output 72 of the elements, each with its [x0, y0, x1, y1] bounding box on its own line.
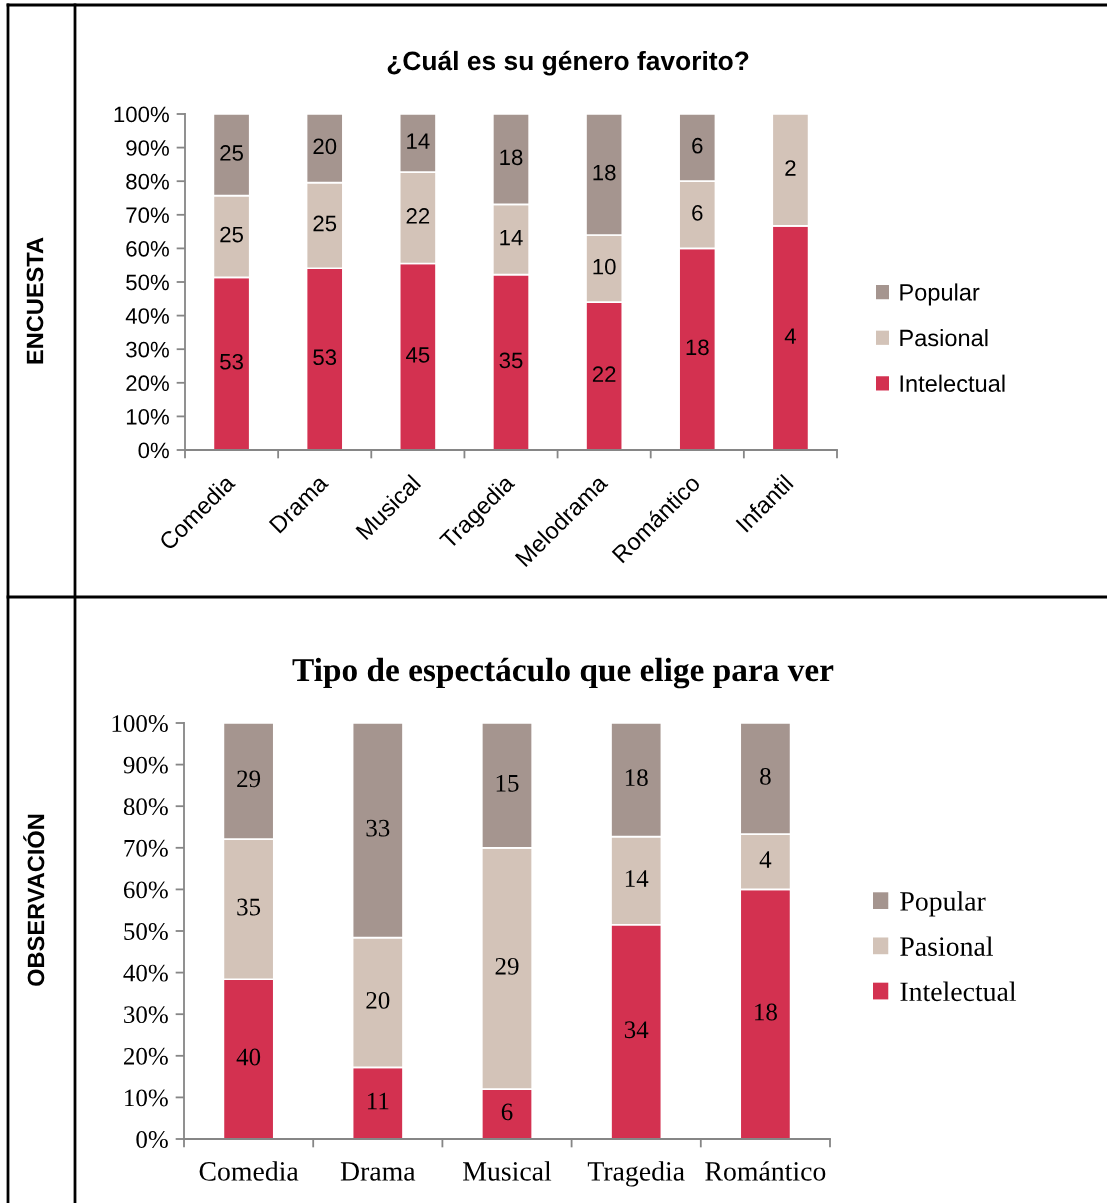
annotation: 22 [592, 366, 616, 382]
y-tick-label: 60% [123, 881, 168, 899]
legend-label: Intelectual [900, 374, 1005, 392]
y-tick-label: 100% [114, 106, 169, 123]
legend-label: Pasional [900, 936, 993, 956]
annotation: 33 [366, 819, 390, 837]
annotation: 53 [220, 353, 243, 370]
legend-label: Intelectual [900, 981, 1017, 1002]
annotation: 6 [692, 137, 703, 154]
y-tick-label: 40% [125, 308, 169, 324]
y-tick-label: 60% [126, 240, 169, 257]
y-tick-label: 90% [126, 140, 169, 156]
annotation: 35 [499, 352, 523, 369]
annotation: 18 [686, 339, 709, 356]
annotation: 25 [220, 145, 243, 161]
annotation: 53 [313, 349, 337, 366]
y-tick-label: 30% [124, 1006, 168, 1024]
annotation: 4 [759, 851, 772, 868]
y-tick-label: 70% [126, 207, 169, 224]
legend-label: Pasional [900, 329, 988, 347]
y-tick-label: 80% [126, 173, 169, 190]
annotation: 4 [784, 328, 796, 344]
y-axis-title: ENCUESTA [26, 237, 44, 364]
y-tick-label: 0% [138, 442, 169, 459]
annotation: 20 [313, 138, 337, 155]
annotation: 10 [593, 258, 616, 275]
x-tick-label: Musical [463, 1161, 552, 1181]
annotation: 25 [313, 215, 337, 232]
annotation: 8 [760, 767, 771, 785]
x-tick-label: Romántico [705, 1161, 826, 1181]
annotation: 22 [406, 208, 430, 224]
annotation: 14 [500, 229, 523, 246]
annotation: 18 [755, 1003, 777, 1021]
annotation: 14 [407, 133, 430, 149]
annotation: 6 [692, 205, 703, 221]
y-tick-label: 40% [123, 964, 168, 982]
annotation: 35 [237, 898, 261, 916]
annotation: 34 [624, 1021, 649, 1039]
y-tick-label: 0% [136, 1131, 168, 1148]
annotation: 18 [625, 769, 648, 787]
y-tick-label: 80% [123, 798, 168, 816]
chart-title: ¿Cuál es su género favorito? [387, 50, 749, 76]
y-tick-label: 20% [126, 375, 169, 392]
annotation: 20 [366, 991, 390, 1009]
annotation: 29 [495, 957, 519, 975]
y-tick-label: 10% [126, 408, 169, 425]
y-tick-label: 100% [112, 715, 168, 732]
annotation: 40 [236, 1048, 261, 1066]
annotation: 25 [220, 226, 243, 243]
y-tick-label: 20% [124, 1047, 168, 1065]
y-tick-label: 10% [125, 1089, 168, 1107]
x-tick-label: Tragedia [587, 1161, 685, 1187]
annotation: 29 [237, 770, 261, 788]
annotation: 18 [593, 164, 616, 181]
annotation: 15 [496, 774, 519, 792]
y-axis-title: OBSERVACIÓN [23, 814, 45, 986]
annotation: 2 [785, 160, 796, 176]
y-tick-label: 70% [124, 839, 168, 857]
y-tick-label: 50% [126, 274, 169, 291]
legend-label: Popular [900, 891, 986, 917]
x-tick-label: Drama [340, 1162, 416, 1181]
annotation: 14 [625, 870, 649, 887]
annotation: 11 [367, 1092, 389, 1110]
x-tick-label: Comedia [199, 1161, 299, 1181]
chart-title: Tipo de espectáculo que elige para ver [292, 657, 834, 689]
annotation: 18 [500, 149, 523, 166]
y-tick-label: 30% [126, 341, 169, 358]
legend-label: Popular [900, 283, 980, 306]
annotation: 45 [406, 347, 430, 363]
y-tick-label: 50% [124, 923, 168, 940]
y-tick-label: 90% [123, 756, 168, 774]
annotation: 6 [501, 1103, 513, 1121]
